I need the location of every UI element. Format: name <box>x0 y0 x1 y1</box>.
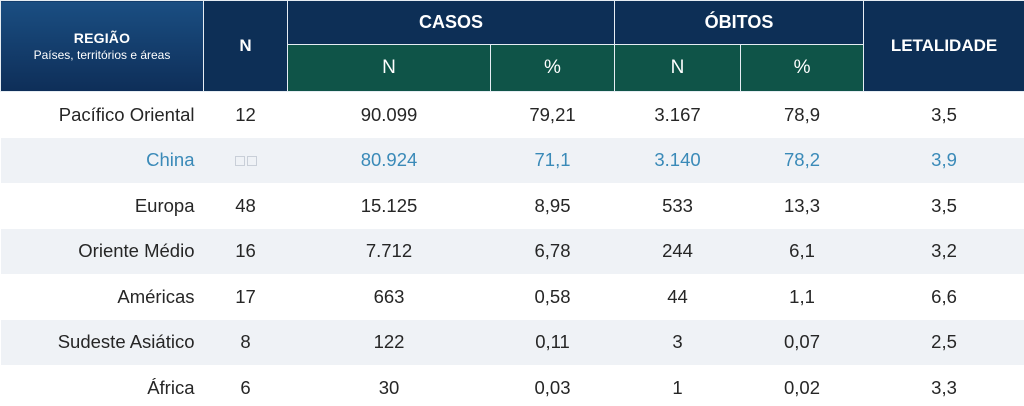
region-header: REGIÃO Países, territórios e áreas <box>0 0 204 92</box>
lethality-header: LETALIDADE <box>863 0 1024 92</box>
n-cell-missing <box>203 137 288 183</box>
n-cell: 17 <box>203 274 288 320</box>
region-cell: Oriente Médio <box>0 228 204 274</box>
deaths-n-cell: 1 <box>614 365 741 406</box>
deaths-n-cell: 533 <box>614 183 741 229</box>
deaths-n-header: N <box>614 44 742 92</box>
missing-glyph-icon <box>246 156 257 167</box>
deaths-n-cell: 3 <box>614 319 741 365</box>
deaths-pct-cell: 0,07 <box>740 319 864 365</box>
cases-n-header: N <box>287 44 491 92</box>
table-row: Oriente Médio 16 7.712 6,78 244 6,1 3,2 <box>0 228 1024 274</box>
region-cell: Sudeste Asiático <box>0 319 204 365</box>
cases-pct-cell: 71,1 <box>490 137 615 183</box>
region-cell: Pacífico Oriental <box>0 91 204 138</box>
cases-n-cell: 15.125 <box>287 183 491 229</box>
deaths-pct-cell: 6,1 <box>740 228 864 274</box>
n-cell: 8 <box>203 319 288 365</box>
cases-n-cell: 122 <box>287 319 491 365</box>
lethality-cell: 6,6 <box>863 274 1024 320</box>
n-header: N <box>203 0 288 92</box>
deaths-pct-cell: 78,2 <box>740 137 864 183</box>
deaths-pct-cell: 78,9 <box>740 91 864 138</box>
missing-glyph-icon <box>234 156 245 167</box>
cases-pct-cell: 0,11 <box>490 319 615 365</box>
deaths-pct-header: % <box>740 44 865 92</box>
cases-n-cell: 80.924 <box>287 137 491 183</box>
cases-n-cell: 663 <box>287 274 491 320</box>
cases-n-cell: 7.712 <box>287 228 491 274</box>
deaths-n-cell: 3.140 <box>614 137 741 183</box>
cases-n-cell: 90.099 <box>287 91 491 138</box>
deaths-n-cell: 3.167 <box>614 91 741 138</box>
table-row: África 6 30 0,03 1 0,02 3,3 <box>0 365 1024 406</box>
region-cell: Europa <box>0 183 204 229</box>
deaths-header: ÓBITOS <box>614 0 865 45</box>
cases-n-cell: 30 <box>287 365 491 406</box>
lethality-cell: 3,5 <box>863 91 1024 138</box>
deaths-pct-cell: 0,02 <box>740 365 864 406</box>
deaths-pct-cell: 13,3 <box>740 183 864 229</box>
lethality-cell: 3,3 <box>863 365 1024 406</box>
n-cell: 6 <box>203 365 288 406</box>
cases-pct-cell: 0,03 <box>490 365 615 406</box>
cases-pct-cell: 79,21 <box>490 91 615 138</box>
cases-pct-header: % <box>489 44 616 92</box>
table-row: Sudeste Asiático 8 122 0,11 3 0,07 2,5 <box>0 319 1024 365</box>
deaths-pct-cell: 1,1 <box>740 274 864 320</box>
cases-pct-cell: 8,95 <box>490 183 615 229</box>
table-row: Pacífico Oriental 12 90.099 79,21 3.167 … <box>0 91 1024 138</box>
table-row: Europa 48 15.125 8,95 533 13,3 3,5 <box>0 183 1024 229</box>
n-cell: 12 <box>203 91 288 138</box>
deaths-n-cell: 244 <box>614 228 741 274</box>
table-row-highlight: China 80.924 71,1 3.140 78,2 3,9 <box>0 137 1024 183</box>
region-cell: Américas <box>0 274 204 320</box>
n-cell: 16 <box>203 228 288 274</box>
region-header-title: REGIÃO <box>73 30 131 46</box>
deaths-n-cell: 44 <box>614 274 741 320</box>
region-cell: África <box>0 365 204 406</box>
table-row: Américas 17 663 0,58 44 1,1 6,6 <box>0 274 1024 320</box>
region-header-subtitle: Países, territórios e áreas <box>33 48 171 62</box>
lethality-cell: 2,5 <box>863 319 1024 365</box>
cases-pct-cell: 6,78 <box>490 228 615 274</box>
lethality-cell: 3,5 <box>863 183 1024 229</box>
cases-pct-cell: 0,58 <box>490 274 615 320</box>
region-cell: China <box>0 137 204 183</box>
cases-header: CASOS <box>286 0 616 45</box>
lethality-cell: 3,9 <box>863 137 1024 183</box>
lethality-cell: 3,2 <box>863 228 1024 274</box>
n-cell: 48 <box>203 183 288 229</box>
